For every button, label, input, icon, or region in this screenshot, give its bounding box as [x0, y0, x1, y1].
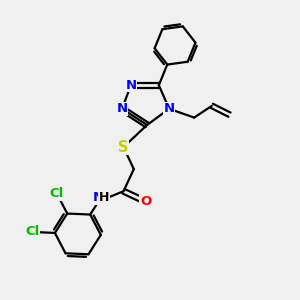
Text: Cl: Cl	[25, 225, 39, 239]
Text: O: O	[140, 195, 151, 208]
Text: N: N	[125, 79, 136, 92]
Text: N: N	[164, 102, 175, 115]
Text: S: S	[118, 140, 129, 154]
Text: H: H	[99, 191, 109, 204]
Text: N: N	[116, 102, 128, 115]
Text: Cl: Cl	[50, 187, 64, 200]
Text: N: N	[92, 191, 104, 204]
